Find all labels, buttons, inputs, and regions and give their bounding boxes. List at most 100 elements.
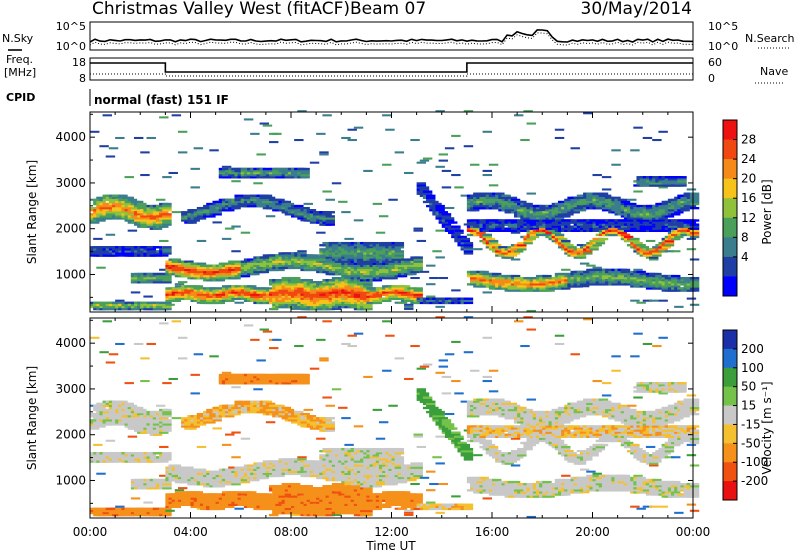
power-cell xyxy=(530,228,539,230)
power-cell xyxy=(341,137,350,139)
power-cell xyxy=(442,213,451,215)
power-cell xyxy=(413,228,422,230)
power-cell xyxy=(338,300,347,302)
power-cell xyxy=(432,250,441,252)
power-cell xyxy=(150,252,159,254)
velocity-cell xyxy=(162,481,171,483)
power-cell xyxy=(461,240,470,242)
power-cell xyxy=(580,285,589,287)
power-cell xyxy=(395,242,404,244)
power-cell xyxy=(555,217,564,219)
power-cell xyxy=(674,211,683,213)
power-cell xyxy=(630,238,639,240)
power-cell xyxy=(395,244,404,246)
power-cell xyxy=(420,271,429,273)
power-cell xyxy=(256,153,265,155)
power-cell xyxy=(382,114,391,116)
nave-tick-top: 60 xyxy=(708,56,722,69)
power-cell xyxy=(184,261,193,263)
power-cell xyxy=(410,271,419,273)
power-cell xyxy=(674,306,683,308)
power-cell xyxy=(517,201,526,203)
power-cell xyxy=(589,248,598,250)
power-cell xyxy=(464,248,473,250)
power-cell xyxy=(187,221,196,223)
power-cell xyxy=(410,139,419,141)
power-cell xyxy=(341,211,350,213)
power-cell xyxy=(275,199,284,201)
power-cell xyxy=(649,300,658,302)
velocity-cell xyxy=(159,417,168,419)
power-cell xyxy=(571,211,580,213)
power-cell xyxy=(300,168,309,170)
cpid-value: normal (fast) 151 IF xyxy=(94,93,229,107)
power-cell xyxy=(555,137,564,139)
station-title: Christmas Valley West (fitACF) xyxy=(92,0,350,19)
power-cell xyxy=(690,258,699,260)
velocity-cell xyxy=(96,407,105,409)
power-cell xyxy=(476,232,485,234)
power-cell xyxy=(451,289,460,291)
power-cell xyxy=(417,184,426,186)
power-cell xyxy=(435,306,444,308)
velocity-cell xyxy=(153,452,162,454)
power-cell xyxy=(658,248,667,250)
velocity-cell xyxy=(103,320,112,322)
power-cell xyxy=(172,114,181,116)
power-cell xyxy=(618,232,627,234)
power-cell xyxy=(483,174,492,176)
power-cell xyxy=(677,184,686,186)
power-cell xyxy=(191,186,200,188)
power-cell xyxy=(602,195,611,197)
power-cell xyxy=(426,197,435,199)
power-cell xyxy=(143,296,152,298)
power-cell xyxy=(665,221,674,223)
cpid-label: CPID xyxy=(6,91,35,104)
power-cell xyxy=(687,238,696,240)
power-cell xyxy=(527,238,536,240)
velocity-cell xyxy=(147,454,156,456)
power-cell xyxy=(552,226,561,228)
velocity-cell xyxy=(162,458,171,460)
power-cell xyxy=(395,252,404,254)
power-cell xyxy=(162,281,171,283)
velocity-cell xyxy=(169,378,178,380)
power-cell xyxy=(479,271,488,273)
freq-panel: 18 8 60 0 xyxy=(72,56,722,85)
power-cell xyxy=(561,240,570,242)
power-cell xyxy=(690,195,699,197)
power-cell xyxy=(636,244,645,246)
power-cell xyxy=(649,258,658,260)
power-cell xyxy=(169,172,178,174)
power-cell xyxy=(429,277,438,279)
power-cell xyxy=(90,221,99,223)
power-cell xyxy=(690,234,699,236)
power-cell xyxy=(222,238,231,240)
power-cell xyxy=(583,252,592,254)
noise-tick-top-left: 10^5 xyxy=(56,20,86,33)
power-cell xyxy=(483,170,492,172)
power-cell xyxy=(413,267,422,269)
power-cell xyxy=(404,306,413,308)
power-cell xyxy=(159,211,168,213)
power-cell xyxy=(231,180,240,182)
velocity-cell xyxy=(172,506,181,508)
noise-tick-bottom-left: 10^0 xyxy=(56,40,86,53)
power-cell xyxy=(442,186,451,188)
power-cell xyxy=(451,228,460,230)
power-cell xyxy=(395,151,404,153)
power-cell xyxy=(583,250,592,252)
power-cell xyxy=(404,172,413,174)
power-cell xyxy=(373,279,382,281)
velocity-cell xyxy=(162,485,171,487)
y-tick-label: 2000 xyxy=(55,222,86,236)
power-cell xyxy=(690,281,699,283)
power-cell xyxy=(260,271,269,273)
power-cell xyxy=(266,197,275,199)
power-cell xyxy=(564,244,573,246)
power-cell xyxy=(253,201,262,203)
colorbar-swatch xyxy=(723,218,737,238)
power-cell xyxy=(517,246,526,248)
power-cell xyxy=(589,246,598,248)
velocity-cell xyxy=(162,427,171,429)
